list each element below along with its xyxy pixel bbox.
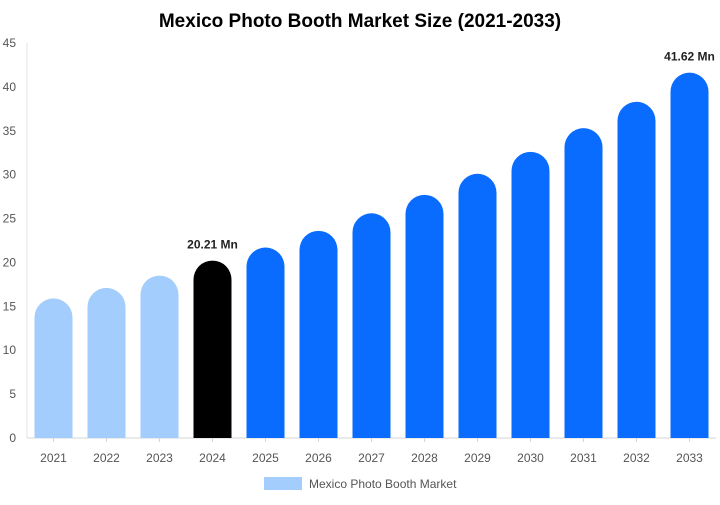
y-tick-label: 30: [3, 168, 17, 182]
legend: Mexico Photo Booth Market: [264, 477, 457, 491]
x-tick-label: 2022: [93, 451, 120, 465]
y-tick-label: 45: [3, 36, 17, 50]
y-tick-label: 35: [3, 124, 17, 138]
legend-swatch: [264, 477, 302, 490]
x-tick-label: 2021: [40, 451, 67, 465]
x-tick-label: 2032: [623, 451, 650, 465]
bar-2022: [87, 287, 126, 438]
data-label: 41.62 Mn: [664, 50, 715, 64]
x-tick-label: 2024: [199, 451, 226, 465]
bar-2031: [564, 128, 603, 438]
y-tick-label: 40: [3, 80, 17, 94]
x-tick-label: 2031: [570, 451, 597, 465]
y-tick-label: 25: [3, 212, 17, 226]
bar-2027: [352, 213, 391, 438]
y-tick-label: 15: [3, 299, 17, 313]
data-label: 20.21 Mn: [187, 238, 238, 252]
y-axis: 0 5 10 15 20 25 30 35 40 45: [3, 36, 28, 445]
x-tick-label: 2026: [305, 451, 332, 465]
bar-2030: [511, 151, 550, 438]
x-tick-label: 2029: [464, 451, 491, 465]
y-tick-label: 20: [3, 255, 17, 269]
y-tick-label: 0: [9, 431, 16, 445]
bar-2024: [193, 260, 232, 438]
x-tick-label: 2033: [676, 451, 703, 465]
bars-group: [34, 72, 709, 439]
y-tick-label: 5: [9, 387, 16, 401]
chart-title: Mexico Photo Booth Market Size (2021-203…: [159, 11, 561, 32]
legend-label: Mexico Photo Booth Market: [309, 477, 457, 491]
x-tick-label: 2025: [252, 451, 279, 465]
bar-2021: [34, 298, 73, 438]
bar-2028: [405, 194, 444, 438]
x-tick-label: 2027: [358, 451, 385, 465]
bar-2023: [140, 275, 179, 438]
x-tick-label: 2028: [411, 451, 438, 465]
x-axis: 2021 2022 2023 2024 2025 2026 2027 2028 2029 2030…: [27, 437, 716, 465]
y-tick-label: 10: [3, 343, 17, 357]
data-labels-group: 20.21 Mn 41.62 Mn: [187, 50, 715, 252]
bar-2025: [246, 247, 285, 438]
x-tick-label: 2023: [146, 451, 173, 465]
bar-2026: [299, 230, 338, 438]
bar-2032: [617, 101, 656, 439]
bar-2029: [458, 173, 497, 439]
x-tick-label: 2030: [517, 451, 544, 465]
bar-2033: [670, 72, 709, 439]
